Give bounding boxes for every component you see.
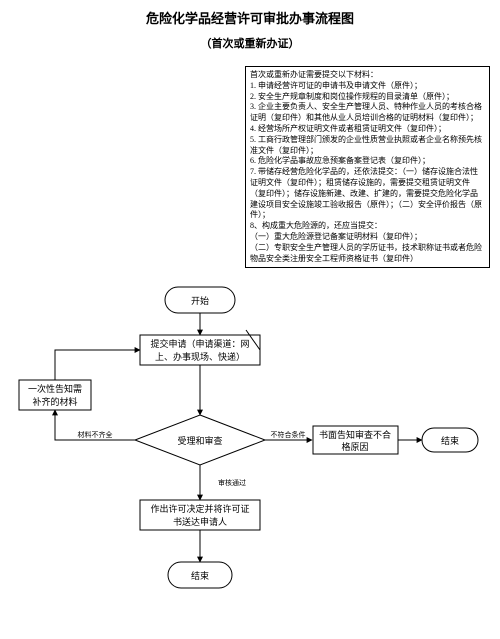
edge xyxy=(55,350,140,380)
notify-label-1: 书面告知审查不合 xyxy=(319,429,391,440)
end-bottom-label: 结束 xyxy=(191,570,209,581)
decide-label-2: 书送达申请人 xyxy=(173,516,227,527)
supplement-label-2: 补齐的材料 xyxy=(32,396,77,407)
end-right-label: 结束 xyxy=(441,435,459,446)
supplement-label-1: 一次性告知需 xyxy=(28,383,82,394)
edge-label-right: 不符合条件 xyxy=(271,430,306,439)
review-label: 受理和审查 xyxy=(177,435,222,446)
submit-label-2: 上、办事现场、快递） xyxy=(155,351,245,362)
flowchart-canvas: 开始 提交申请（申请渠道：网 上、办事现场、快递） 材料不齐全 一次性告知需 补… xyxy=(0,0,500,639)
edge-label-left: 材料不齐全 xyxy=(78,430,113,439)
edge-label-down: 审核通过 xyxy=(218,478,246,487)
submit-label-1: 提交申请（申请渠道：网 xyxy=(150,338,249,349)
notify-label-2: 格原因 xyxy=(341,441,368,452)
decide-label-1: 作出许可决定并将许可证 xyxy=(150,503,249,514)
start-label: 开始 xyxy=(191,295,209,306)
